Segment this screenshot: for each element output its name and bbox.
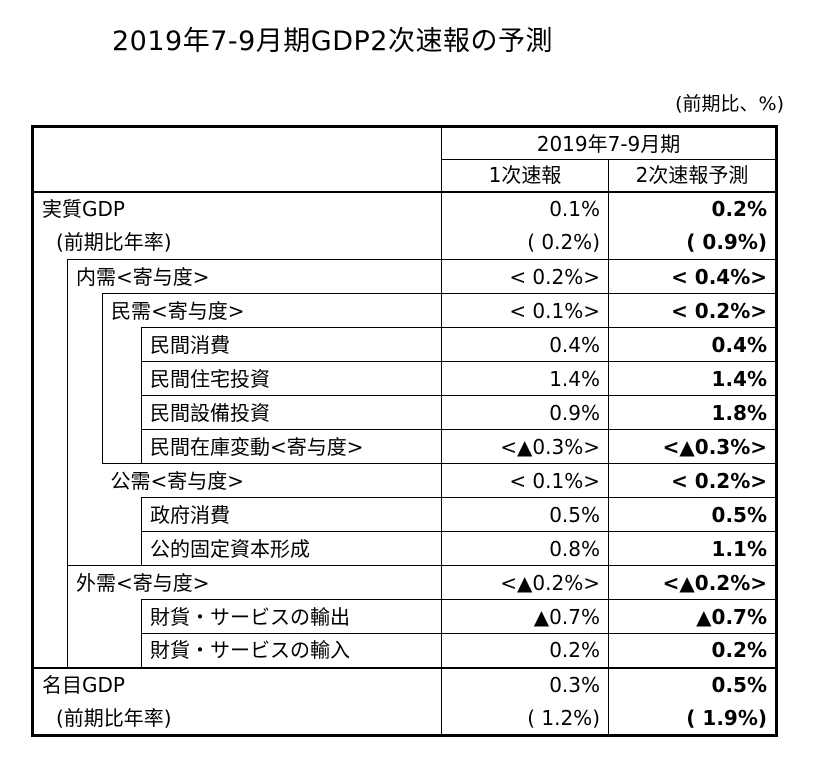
first-estimate-value: 0.9%: [441, 395, 609, 430]
second-estimate-value: 0.4%: [608, 327, 777, 362]
row-label: 内需<寄与度>: [67, 259, 442, 294]
table-row: 民間在庫変動<寄与度> <▲0.3%> <▲0.3%>: [33, 429, 777, 464]
header-row-columns: 1次速報 2次速報予測: [33, 159, 777, 193]
page-title: 2019年7-9月期GDP2次速報の予測: [112, 26, 553, 57]
first-estimate-value: <▲0.3%>: [441, 429, 609, 464]
first-estimate-value: < 0.1%>: [441, 293, 609, 328]
row-label: 財貨・サービスの輸入: [141, 633, 442, 668]
row-label: (前期比年率): [56, 705, 172, 730]
first-estimate-value: 1.4%: [441, 361, 609, 396]
table-row: 財貨・サービスの輸出 ▲0.7% ▲0.7%: [33, 599, 777, 668]
row-label: 公的固定資本形成: [141, 531, 442, 566]
table-row: 民需<寄与度> < 0.1%> < 0.2%>: [33, 293, 777, 566]
first-estimate-value: ( 0.2%): [441, 225, 609, 260]
row-label: 民間在庫変動<寄与度>: [141, 429, 442, 464]
table-row: (前期比年率) ( 0.2%) ( 0.9%): [33, 225, 777, 260]
second-estimate-value: < 0.4%>: [608, 259, 777, 294]
table-row: 民間消費 0.4% 0.4%: [33, 327, 777, 464]
first-estimate-value: ( 1.2%): [441, 701, 609, 736]
second-estimate-value: < 0.2%>: [608, 463, 777, 498]
second-estimate-value: 1.1%: [608, 531, 777, 566]
row-label: (前期比年率): [56, 230, 172, 255]
second-estimate-value: 0.5%: [608, 666, 777, 702]
first-estimate-value: ▲0.7%: [441, 599, 609, 634]
row-label: 実質GDP: [42, 197, 125, 221]
first-estimate-value: < 0.1%>: [441, 463, 609, 498]
unit-note: (前期比、%): [675, 93, 784, 115]
table-row: 民間住宅投資 1.4% 1.4%: [33, 361, 777, 396]
table-row: 外需<寄与度> <▲0.2%> <▲0.2%>: [33, 565, 777, 600]
second-estimate-value: 1.4%: [608, 361, 777, 396]
row-label: 民間設備投資: [141, 395, 442, 430]
second-estimate-value: <▲0.2%>: [608, 565, 777, 600]
second-estimate-value: 0.2%: [608, 633, 777, 668]
table-row: 実質GDP 0.1% 0.2%: [33, 191, 777, 226]
first-estimate-value: 0.4%: [441, 327, 609, 362]
header-period: 2019年7-9月期: [441, 126, 777, 160]
table-row: 公的固定資本形成 0.8% 1.1%: [33, 531, 777, 566]
table-row: 民間設備投資 0.9% 1.8%: [33, 395, 777, 430]
table-row: 内需<寄与度> < 0.2%> < 0.4%>: [33, 259, 777, 294]
table-row: 公需<寄与度> < 0.1%> < 0.2%>: [33, 463, 777, 498]
first-estimate-value: 0.1%: [441, 191, 609, 226]
first-estimate-value: <▲0.2%>: [441, 565, 609, 600]
row-label: 名目GDP: [32, 666, 442, 702]
table-row: 名目GDP 0.3% 0.5%: [32, 666, 777, 702]
table-row: (前期比年率) ( 1.2%) ( 1.9%): [33, 701, 777, 736]
indent-spacer: [67, 599, 142, 668]
indent-spacer: [33, 260, 68, 668]
table-row: 財貨・サービスの輸入 0.2% 0.2%: [33, 633, 777, 668]
header-first-estimate: 1次速報: [441, 159, 609, 193]
second-estimate-value: <▲0.3%>: [608, 429, 777, 464]
row-label: 公需<寄与度>: [102, 463, 442, 498]
indent-spacer: [67, 293, 103, 566]
row-label: 民間消費: [141, 327, 442, 362]
row-label: 外需<寄与度>: [67, 565, 442, 600]
second-estimate-value: 0.5%: [608, 497, 777, 532]
header-blank-cell: [32, 126, 442, 193]
second-estimate-value: 1.8%: [608, 395, 777, 430]
header-second-estimate: 2次速報予測: [608, 159, 777, 193]
second-estimate-value: 0.2%: [711, 197, 768, 221]
first-estimate-value: 0.2%: [441, 633, 609, 668]
second-estimate-value: ▲0.7%: [608, 599, 777, 634]
first-estimate-value: 0.5%: [441, 497, 609, 532]
second-estimate-value: < 0.2%>: [608, 293, 777, 328]
first-estimate-value: < 0.2%>: [441, 259, 609, 294]
row-label: 財貨・サービスの輸出: [141, 599, 442, 634]
first-estimate-value: 0.3%: [441, 666, 609, 702]
second-estimate-value: ( 1.9%): [686, 705, 768, 730]
indent-spacer: [102, 327, 142, 464]
first-estimate-value: 0.8%: [441, 531, 609, 566]
row-label: 民間住宅投資: [141, 361, 442, 396]
row-label: 民需<寄与度>: [102, 293, 442, 328]
header-row-period: 2019年7-9月期: [32, 126, 777, 193]
gdp-forecast-table: 2019年7-9月期 1次速報 2次速報予測 実質GDP 0.1% 0.2% (…: [31, 125, 779, 737]
second-estimate-value: ( 0.9%): [686, 230, 768, 255]
table-row: 政府消費 0.5% 0.5%: [33, 497, 777, 532]
indent-spacer: [103, 498, 142, 566]
row-label: 政府消費: [141, 497, 442, 532]
